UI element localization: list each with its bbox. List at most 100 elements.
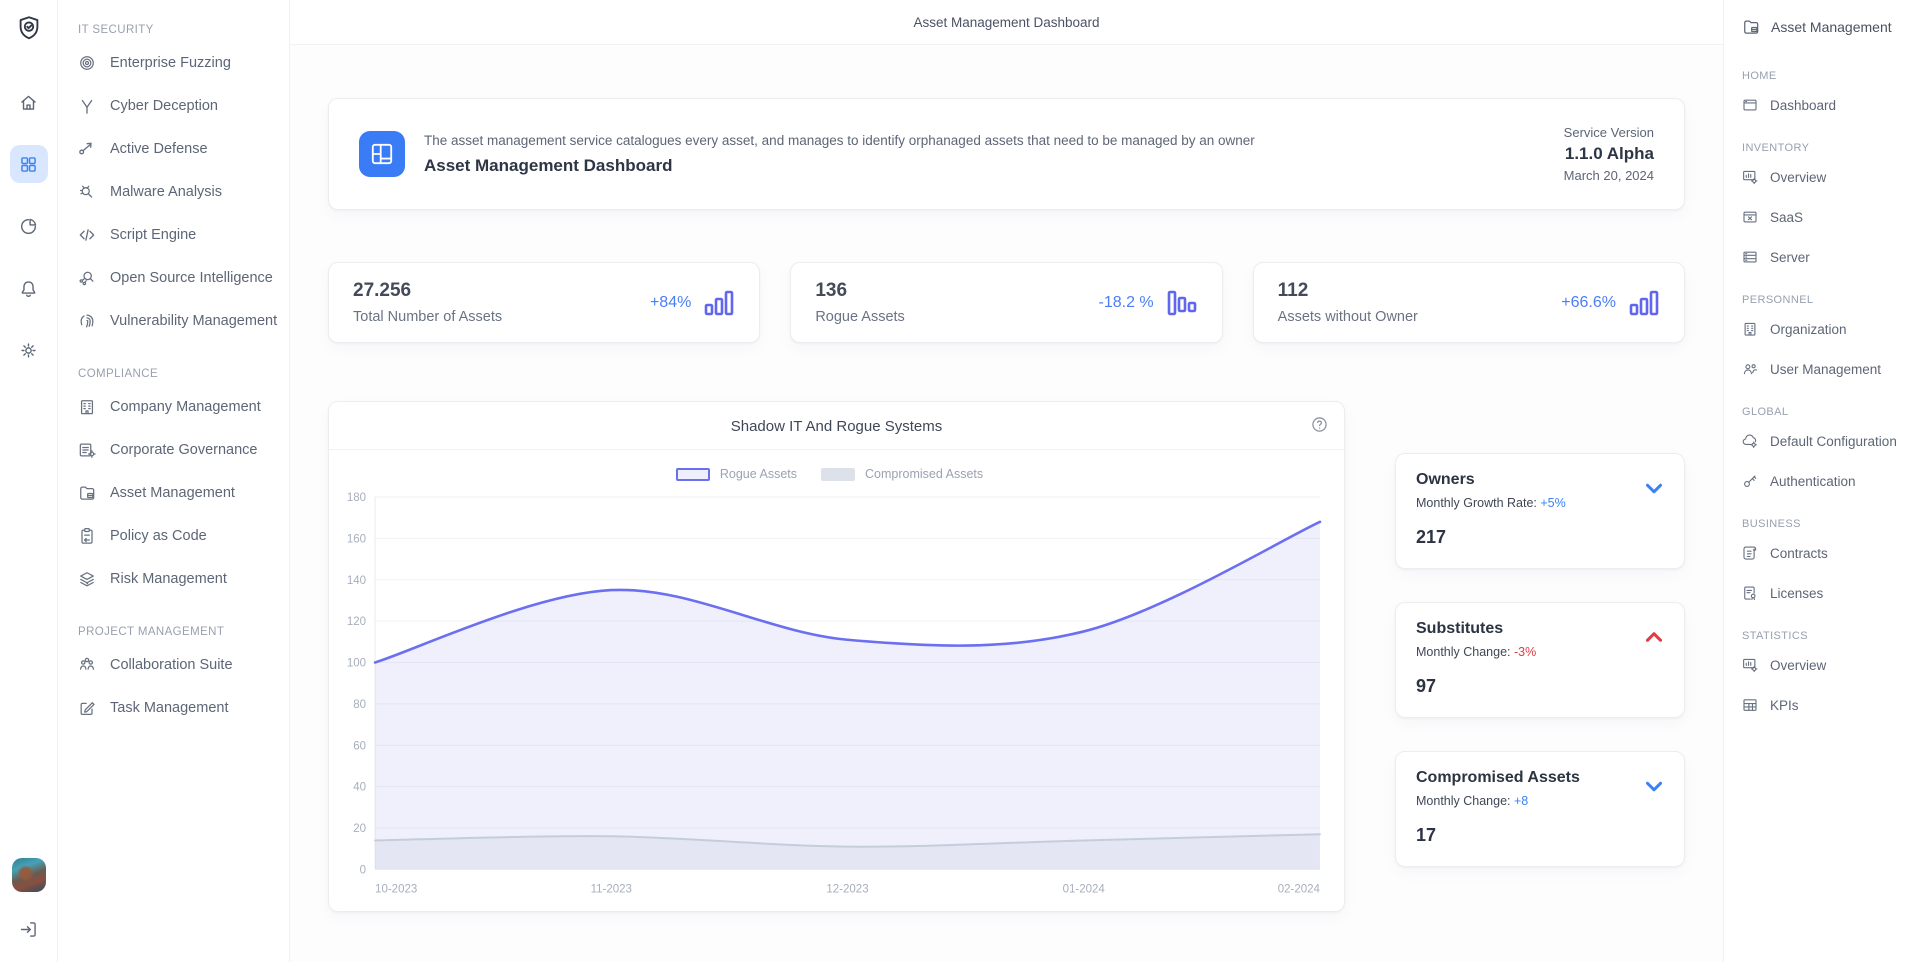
rail-bottom — [10, 858, 48, 948]
sidebar-item-open-source-intelligence[interactable]: Open Source Intelligence — [77, 256, 277, 299]
rail-notifications-button[interactable] — [10, 269, 48, 307]
rb-item-licenses[interactable]: Licenses — [1741, 573, 1912, 613]
sidebar-item-risk-management[interactable]: Risk Management — [77, 557, 277, 600]
sidebar-item-corporate-governance[interactable]: Corporate Governance — [77, 428, 277, 471]
compromised-expand-button[interactable] — [1641, 773, 1667, 799]
sidebar-item-vulnerability-management[interactable]: Vulnerability Management — [77, 299, 277, 342]
stat-label: Assets without Owner — [1277, 309, 1418, 325]
sidebar-item-label: Task Management — [110, 699, 229, 716]
sign-out-icon — [18, 919, 39, 940]
edit-note-icon — [77, 698, 97, 718]
sidebar-item-malware-analysis[interactable]: Malware Analysis — [77, 170, 277, 213]
sidebar-item-policy-as-code[interactable]: Policy as Code — [77, 514, 277, 557]
rb-item-kpis[interactable]: KPIs — [1741, 685, 1912, 725]
rb-section-inventory: INVENTORY — [1742, 142, 1810, 154]
sidebar-item-enterprise-fuzzing[interactable]: Enterprise Fuzzing — [77, 41, 277, 84]
building-icon — [1741, 320, 1759, 338]
rb-item-statistics-overview[interactable]: Overview — [1741, 645, 1912, 685]
rb-item-saas[interactable]: SaaS — [1741, 197, 1912, 237]
right-sidebar: Asset Management HOME Dashboard INVENTOR… — [1723, 0, 1920, 962]
banner-title: Asset Management Dashboard — [424, 155, 673, 175]
svg-text:11-2023: 11-2023 — [591, 883, 632, 895]
sidebar-item-task-management[interactable]: Task Management — [77, 686, 277, 729]
bell-icon — [18, 278, 39, 299]
stat-card-assets-without-owner: 112 Assets without Owner +66.6% — [1252, 262, 1685, 343]
sidebar-item-label: Script Engine — [110, 226, 197, 243]
chart-card: Shadow IT And Rogue Systems Rogue Assets… — [328, 401, 1345, 913]
rail-home-button[interactable] — [10, 83, 48, 121]
sidebar-item-company-management[interactable]: Company Management — [77, 385, 277, 428]
help-button[interactable] — [1309, 415, 1329, 435]
rb-item-authentication[interactable]: Authentication — [1741, 461, 1912, 501]
substitutes-collapse-button[interactable] — [1641, 624, 1667, 650]
target-icon — [77, 53, 97, 73]
sidebar-item-label: Risk Management — [110, 570, 227, 587]
rb-item-dashboard[interactable]: Dashboard — [1741, 85, 1912, 125]
mini-card-change: +5% — [1540, 496, 1566, 510]
legend-swatch-compromised — [821, 467, 856, 481]
list-gear-icon — [77, 440, 97, 460]
owners-expand-button[interactable] — [1641, 475, 1667, 501]
rb-item-default-configuration[interactable]: Default Configuration — [1741, 421, 1912, 461]
sidebar-item-collaboration-suite[interactable]: Collaboration Suite — [77, 643, 277, 686]
page-title: Asset Management Dashboard — [913, 14, 1100, 30]
chart-gear-icon — [1741, 168, 1759, 186]
stat-change: -18.2 % — [1098, 293, 1154, 311]
rb-item-server[interactable]: Server — [1741, 237, 1912, 277]
rb-item-inventory-overview[interactable]: Overview — [1741, 157, 1912, 197]
svg-text:100: 100 — [347, 658, 366, 670]
stat-value: 112 — [1277, 280, 1309, 301]
section-title-it-security: IT SECURITY — [78, 24, 154, 36]
rb-item-label: Organization — [1770, 321, 1847, 337]
rail-settings-button[interactable] — [10, 331, 48, 369]
stat-card-rogue-assets: 136 Rogue Assets -18.2 % — [790, 262, 1223, 343]
rb-item-user-management[interactable]: User Management — [1741, 349, 1912, 389]
sidebar-item-label: Malware Analysis — [110, 183, 223, 200]
sidebar-item-cyber-deception[interactable]: Cyber Deception — [77, 84, 277, 127]
svg-text:02-2024: 02-2024 — [1278, 883, 1321, 895]
rb-item-label: Default Configuration — [1770, 433, 1897, 449]
top-bar: Asset Management Dashboard — [290, 0, 1723, 44]
sidebar-item-label: Vulnerability Management — [110, 312, 278, 329]
sidebar-item-label: Cyber Deception — [110, 97, 218, 114]
chart-gear-icon — [1741, 656, 1759, 674]
right-sidebar-header[interactable]: Asset Management — [1741, 8, 1912, 46]
mini-card-subtitle: Monthly Change: — [1416, 794, 1511, 808]
scroll-icon — [1741, 544, 1759, 562]
stat-value: 136 — [815, 280, 848, 301]
mini-card-change: -3% — [1514, 645, 1537, 659]
rb-item-contracts[interactable]: Contracts — [1741, 533, 1912, 573]
home-icon — [18, 92, 39, 113]
mini-cards-column: Owners Monthly Growth Rate: +5% 217 Subs… — [1395, 453, 1685, 900]
grid-icon — [18, 154, 39, 175]
banner-card: The asset management service catalogues … — [328, 98, 1685, 210]
mini-card-value: 97 — [1416, 676, 1437, 696]
users-icon — [1741, 360, 1759, 378]
rail-reports-button[interactable] — [10, 207, 48, 245]
rb-item-label: KPIs — [1770, 697, 1799, 713]
sidebar-item-label: Open Source Intelligence — [110, 269, 273, 286]
mini-card-title: Compromised Assets — [1416, 769, 1580, 786]
rb-item-label: Licenses — [1770, 585, 1824, 601]
stat-change: +84% — [649, 293, 692, 311]
sign-out-button[interactable] — [10, 910, 48, 948]
bars-up-icon — [704, 288, 735, 317]
bug-search-icon — [77, 182, 97, 202]
share-arrow-icon — [77, 139, 97, 159]
app-logo-shield-icon[interactable] — [14, 13, 44, 43]
sidebar-item-asset-management[interactable]: Asset Management — [77, 471, 277, 514]
user-avatar[interactable] — [11, 858, 46, 892]
sidebar-item-active-defense[interactable]: Active Defense — [77, 127, 277, 170]
svg-text:01-2024: 01-2024 — [1063, 883, 1106, 895]
legend-label-rogue: Rogue Assets — [719, 467, 798, 481]
chart-legend: Rogue Assets Compromised Assets — [329, 467, 1344, 481]
rb-section-home: HOME — [1742, 70, 1777, 82]
rb-item-label: Authentication — [1770, 473, 1856, 489]
right-sidebar-header-label: Asset Management — [1771, 19, 1892, 35]
rail-apps-button[interactable] — [9, 145, 48, 183]
mini-card-value: 217 — [1416, 527, 1447, 547]
sidebar-item-label: Policy as Code — [110, 527, 207, 544]
sidebar-item-script-engine[interactable]: Script Engine — [77, 213, 277, 256]
rb-item-organization[interactable]: Organization — [1741, 309, 1912, 349]
chart-title: Shadow IT And Rogue Systems — [730, 418, 943, 435]
